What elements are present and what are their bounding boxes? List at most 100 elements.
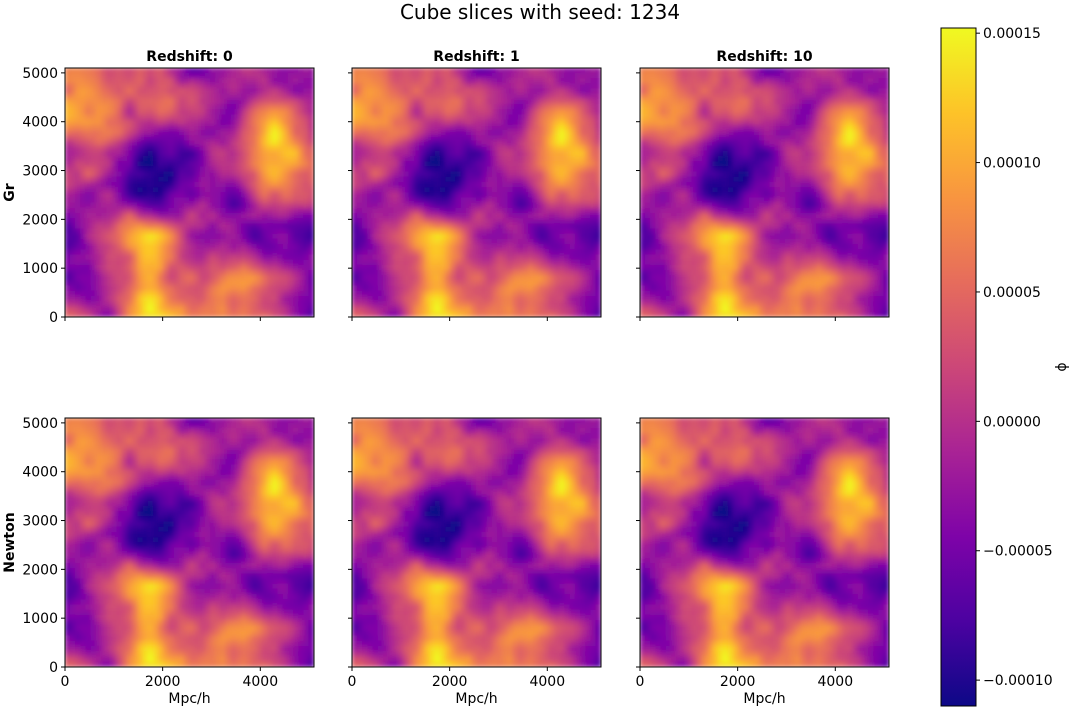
heatmap-cell xyxy=(439,83,446,90)
heatmap-cell xyxy=(465,285,472,292)
heatmap-cell xyxy=(543,264,550,271)
heatmap-cell xyxy=(486,285,493,292)
heatmap-cell xyxy=(158,145,164,152)
heatmap-cell xyxy=(272,98,278,105)
heatmap-cell xyxy=(496,187,503,193)
heatmap-cell xyxy=(184,212,190,219)
heatmap-cell xyxy=(517,140,524,147)
heatmap-cell xyxy=(163,93,170,100)
heatmap-cell xyxy=(194,290,201,297)
heatmap-cell xyxy=(356,98,363,105)
heatmap-cell xyxy=(225,228,232,235)
heatmap-cell xyxy=(168,145,175,152)
heatmap-cell xyxy=(507,244,514,250)
heatmap-cell xyxy=(90,290,97,297)
heatmap-cell xyxy=(800,88,807,95)
heatmap-cell xyxy=(132,78,138,84)
heatmap-cell xyxy=(460,311,467,317)
heatmap-cell xyxy=(121,218,128,224)
heatmap-cell xyxy=(548,238,555,245)
heatmap-cell xyxy=(246,171,253,178)
heatmap-cell xyxy=(398,171,405,178)
heatmap-cell xyxy=(388,311,394,317)
heatmap-cell xyxy=(230,83,237,90)
heatmap-cell xyxy=(95,238,102,245)
heatmap-cell xyxy=(256,295,263,302)
heatmap-cell xyxy=(85,129,92,136)
heatmap-cell xyxy=(116,93,123,100)
heatmap-cell xyxy=(168,259,175,266)
heatmap-cell xyxy=(251,78,258,84)
heatmap-cell xyxy=(303,264,310,271)
heatmap-cell xyxy=(476,244,482,250)
heatmap-cell xyxy=(554,155,560,162)
heatmap-cell xyxy=(225,306,232,313)
heatmap-cell xyxy=(429,129,436,136)
heatmap-cell xyxy=(282,228,289,235)
heatmap-cell xyxy=(460,280,467,287)
heatmap-cell xyxy=(199,197,206,204)
heatmap-cell xyxy=(533,150,540,157)
heatmap-cell xyxy=(393,301,399,307)
heatmap-cell xyxy=(163,228,170,235)
heatmap-cell xyxy=(476,145,482,152)
heatmap-cell xyxy=(152,197,159,204)
heatmap-cell xyxy=(403,301,410,307)
heatmap-cell xyxy=(267,109,273,115)
heatmap-cell xyxy=(372,228,379,235)
heatmap-cell xyxy=(303,140,310,147)
heatmap-cell xyxy=(481,187,488,193)
heatmap-cell xyxy=(398,301,405,307)
heatmap-cell xyxy=(481,171,488,178)
heatmap-cell xyxy=(152,270,159,276)
heatmap-cell xyxy=(209,249,216,256)
heatmap-cell xyxy=(106,171,112,178)
heatmap-cell xyxy=(137,249,144,256)
heatmap-cell xyxy=(522,140,529,147)
heatmap-cell xyxy=(450,176,457,183)
heatmap-cell xyxy=(303,187,310,193)
heatmap-cell xyxy=(548,135,555,141)
heatmap-cell xyxy=(434,72,441,79)
heatmap-cell xyxy=(85,238,92,245)
heatmap-cell xyxy=(308,254,314,261)
heatmap-cell xyxy=(883,88,889,95)
heatmap-cell xyxy=(209,135,216,141)
heatmap-cell xyxy=(251,140,258,147)
heatmap-cell xyxy=(388,306,394,313)
y-tick-label: 2000 xyxy=(22,212,58,228)
heatmap-cell xyxy=(126,88,133,95)
heatmap-cell xyxy=(595,83,601,90)
heatmap-cell xyxy=(419,176,425,183)
heatmap-cell xyxy=(152,207,159,214)
heatmap-cell xyxy=(388,264,394,271)
heatmap-cell xyxy=(173,68,180,74)
heatmap-cell xyxy=(512,93,519,100)
heatmap-cell xyxy=(158,285,164,292)
heatmap-cell xyxy=(595,88,601,95)
heatmap-cell xyxy=(308,259,314,266)
heatmap-cell xyxy=(362,150,368,157)
heatmap-cell xyxy=(142,212,149,219)
heatmap-cell xyxy=(548,114,555,121)
heatmap-cell xyxy=(116,135,123,141)
heatmap-cell xyxy=(246,238,253,245)
heatmap-cell xyxy=(163,119,170,126)
heatmap-cell xyxy=(75,104,81,110)
heatmap-cell xyxy=(80,244,87,250)
heatmap-cell xyxy=(393,311,399,317)
heatmap-cell xyxy=(101,223,107,230)
heatmap-cell xyxy=(528,207,534,214)
heatmap-cell xyxy=(184,259,190,266)
heatmap-cell xyxy=(574,228,581,235)
heatmap-cell xyxy=(362,212,368,219)
heatmap-cell xyxy=(126,301,133,307)
heatmap-cell xyxy=(209,166,216,173)
heatmap-cell xyxy=(569,270,576,276)
heatmap-cell xyxy=(450,280,457,287)
heatmap-cell xyxy=(559,290,565,297)
heatmap-cell xyxy=(408,161,415,167)
heatmap-cell xyxy=(743,78,750,84)
heatmap-cell xyxy=(564,218,571,224)
heatmap-cell xyxy=(460,270,467,276)
